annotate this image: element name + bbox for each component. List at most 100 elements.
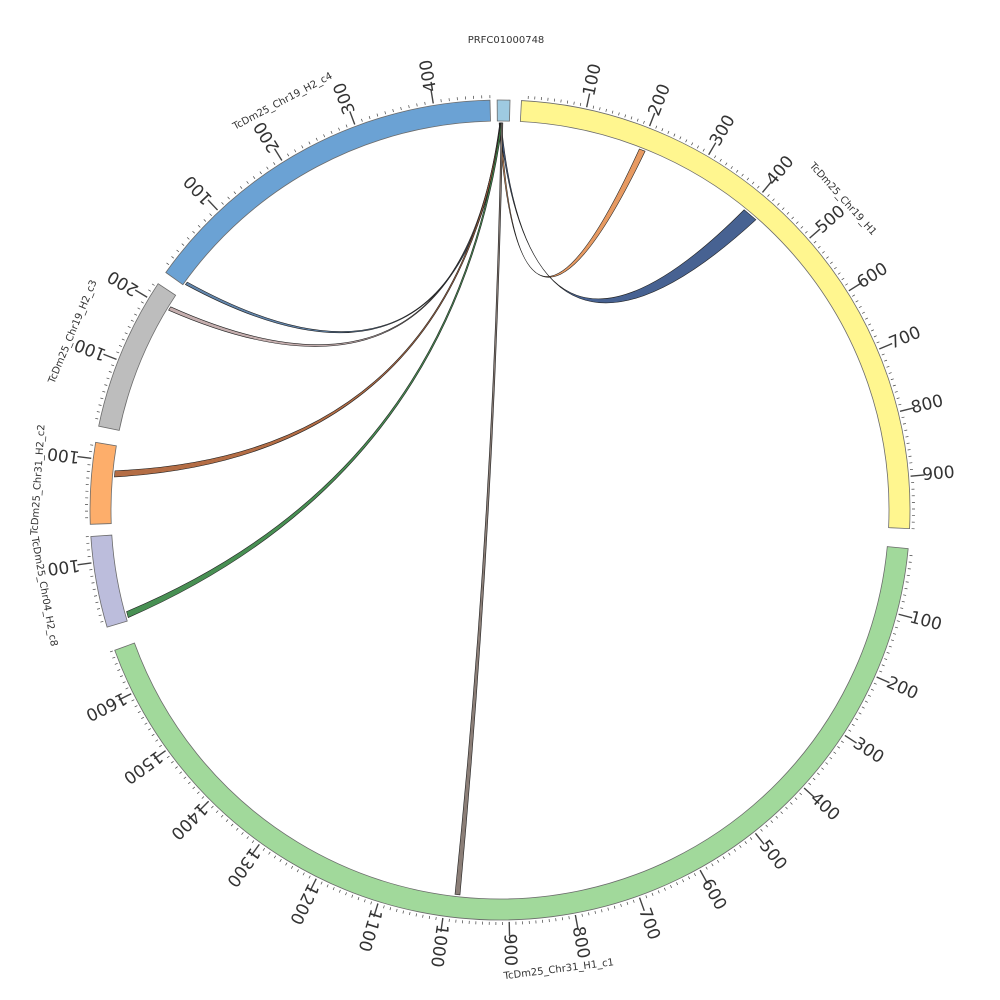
minor-tick bbox=[296, 869, 299, 873]
minor-tick bbox=[170, 761, 174, 764]
minor-tick bbox=[888, 372, 892, 374]
minor-tick bbox=[870, 329, 874, 332]
minor-tick bbox=[215, 810, 219, 813]
link-H1 bbox=[499, 122, 757, 304]
minor-tick bbox=[338, 127, 340, 131]
minor-tick bbox=[643, 120, 645, 124]
segment-label-c2: TcDm25_Chr31_H2_c2 bbox=[29, 424, 47, 536]
minor-tick bbox=[137, 711, 141, 714]
segment-c3 bbox=[98, 283, 177, 431]
minor-tick bbox=[630, 116, 633, 120]
tick-label: 1600 bbox=[82, 688, 130, 725]
minor-tick bbox=[345, 892, 347, 896]
minor-tick bbox=[131, 699, 135, 702]
minor-tick bbox=[873, 335, 877, 338]
minor-tick bbox=[852, 294, 856, 297]
major-tick bbox=[198, 800, 210, 812]
minor-tick bbox=[905, 581, 909, 583]
segment-PRFC01000748 bbox=[496, 99, 511, 122]
minor-tick bbox=[116, 351, 120, 354]
minor-tick bbox=[808, 782, 812, 786]
minor-tick bbox=[241, 832, 244, 835]
minor-tick bbox=[780, 811, 783, 815]
minor-tick bbox=[368, 116, 371, 120]
minor-tick bbox=[746, 177, 750, 181]
minor-tick bbox=[693, 873, 696, 877]
minor-tick bbox=[751, 181, 755, 185]
major-tick bbox=[309, 878, 317, 892]
minor-tick bbox=[682, 879, 685, 883]
segment-label-c3: TcDm25_Chr19_H2_c3 bbox=[46, 279, 99, 387]
minor-tick bbox=[903, 594, 907, 596]
tick-label: 200 bbox=[645, 81, 675, 118]
minor-tick bbox=[767, 194, 770, 197]
minor-tick bbox=[148, 728, 151, 731]
minor-tick bbox=[302, 872, 305, 876]
tick-label: 800 bbox=[568, 925, 594, 961]
minor-tick bbox=[791, 216, 794, 220]
minor-tick bbox=[308, 141, 311, 145]
minor-tick bbox=[323, 134, 326, 138]
minor-tick bbox=[127, 326, 131, 328]
minor-tick bbox=[140, 301, 144, 304]
minor-tick bbox=[886, 652, 890, 654]
major-tick bbox=[430, 89, 434, 104]
minor-tick bbox=[892, 384, 896, 387]
minor-tick bbox=[858, 712, 862, 715]
minor-tick bbox=[166, 755, 170, 759]
minor-tick bbox=[795, 221, 799, 224]
minor-tick bbox=[775, 815, 779, 819]
minor-tick bbox=[592, 105, 595, 109]
minor-tick bbox=[287, 153, 290, 157]
minor-tick bbox=[225, 819, 229, 822]
minor-tick bbox=[663, 887, 666, 891]
minor-tick bbox=[125, 687, 129, 690]
tick-label: 100 bbox=[46, 555, 81, 579]
minor-tick bbox=[409, 911, 411, 916]
major-tick bbox=[118, 693, 132, 701]
tick-label: 700 bbox=[886, 323, 924, 354]
major-tick bbox=[574, 914, 579, 929]
minor-tick bbox=[114, 663, 118, 665]
major-tick bbox=[648, 112, 656, 127]
minor-tick bbox=[581, 913, 583, 917]
minor-tick bbox=[416, 103, 418, 107]
minor-tick bbox=[383, 905, 385, 909]
minor-tick bbox=[262, 848, 266, 851]
tick-label: 600 bbox=[697, 876, 730, 914]
minor-tick bbox=[739, 845, 742, 848]
major-tick bbox=[898, 613, 913, 619]
minor-tick bbox=[192, 786, 196, 790]
minor-tick bbox=[749, 837, 753, 840]
minor-tick bbox=[308, 875, 311, 879]
minor-tick bbox=[95, 601, 99, 604]
minor-tick bbox=[424, 101, 426, 105]
tick-label: 600 bbox=[853, 259, 891, 293]
minor-tick bbox=[98, 614, 102, 617]
minor-tick bbox=[227, 196, 230, 200]
minor-tick bbox=[711, 863, 714, 867]
minor-tick bbox=[894, 391, 898, 393]
minor-tick bbox=[179, 771, 183, 774]
minor-tick bbox=[326, 884, 329, 888]
minor-tick bbox=[657, 890, 660, 894]
major-tick bbox=[708, 142, 717, 156]
minor-tick bbox=[904, 429, 908, 431]
major-tick bbox=[77, 562, 92, 566]
minor-tick bbox=[187, 781, 191, 785]
minor-tick bbox=[186, 237, 190, 240]
minor-tick bbox=[273, 162, 276, 166]
minor-tick bbox=[351, 894, 354, 898]
major-tick bbox=[153, 750, 166, 760]
minor-tick bbox=[813, 240, 817, 244]
tick-label: 100 bbox=[46, 443, 81, 467]
minor-tick bbox=[422, 914, 424, 918]
minor-tick bbox=[122, 681, 126, 684]
minor-tick bbox=[392, 109, 394, 113]
minor-tick bbox=[294, 149, 297, 153]
minor-tick bbox=[246, 836, 249, 840]
minor-tick bbox=[301, 145, 304, 149]
minor-tick bbox=[714, 155, 717, 159]
minor-tick bbox=[618, 112, 620, 116]
major-tick bbox=[910, 474, 925, 477]
